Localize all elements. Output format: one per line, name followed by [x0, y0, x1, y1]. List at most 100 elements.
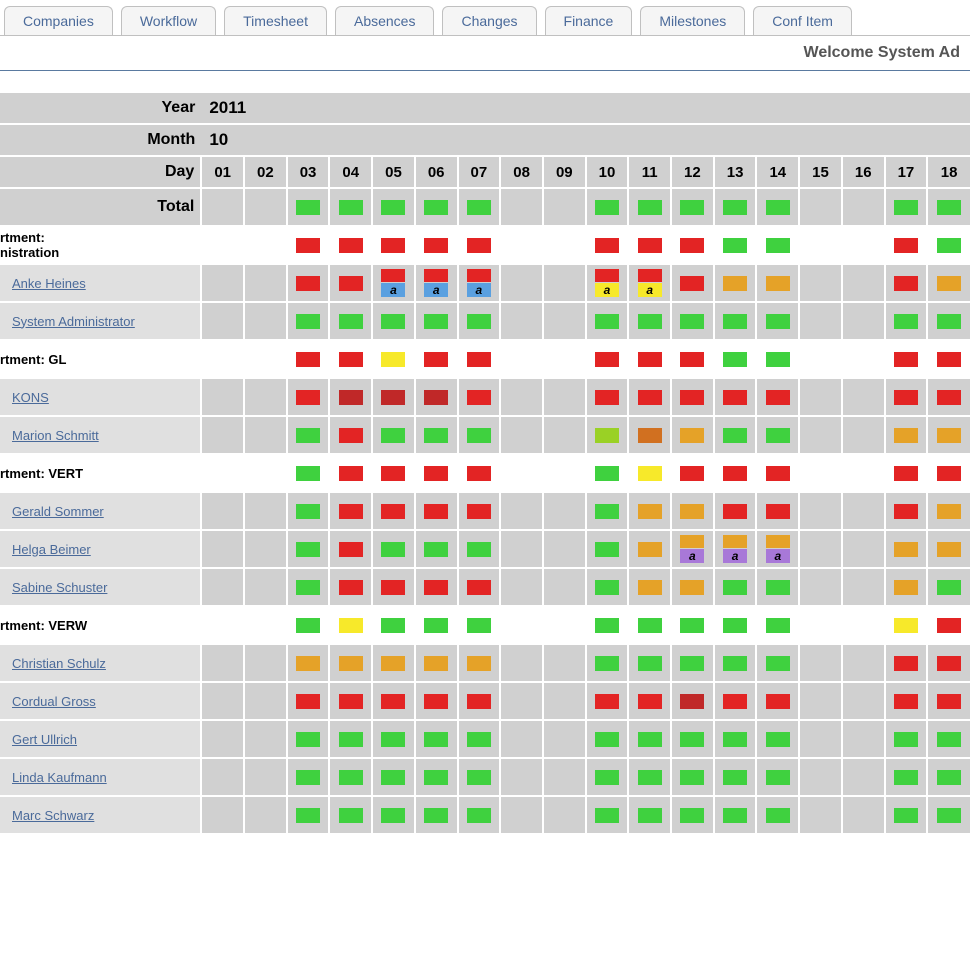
grid-cell — [628, 492, 671, 530]
grid-cell — [287, 492, 330, 530]
grid-cell — [671, 188, 714, 226]
grid-cell — [415, 340, 458, 378]
grid-cell — [842, 720, 885, 758]
grid-cell — [287, 720, 330, 758]
grid-cell — [244, 226, 287, 264]
grid-cell — [714, 568, 757, 606]
user-link[interactable]: Cordual Gross — [12, 694, 96, 709]
status-marker — [894, 390, 918, 405]
grid-cell — [671, 378, 714, 416]
status-marker — [723, 504, 747, 519]
grid-cell — [586, 340, 629, 378]
grid-cell — [628, 302, 671, 340]
user-link[interactable]: Christian Schulz — [12, 656, 106, 671]
grid-cell — [714, 644, 757, 682]
department-label: rtment: VERW — [0, 606, 201, 644]
status-marker — [296, 428, 320, 443]
grid-cell — [756, 188, 799, 226]
status-marker — [296, 694, 320, 709]
grid-cell — [244, 606, 287, 644]
status-marker — [296, 276, 320, 291]
grid-cell — [927, 796, 970, 834]
status-marker — [296, 656, 320, 671]
tab-absences[interactable]: Absences — [335, 6, 434, 35]
user-link[interactable]: KONS — [12, 390, 49, 405]
status-marker — [766, 580, 790, 595]
grid-cell — [329, 226, 372, 264]
grid-cell — [885, 530, 928, 568]
grid-cell — [842, 454, 885, 492]
grid-cell — [543, 416, 586, 454]
user-link[interactable]: System Administrator — [12, 314, 135, 329]
user-link[interactable]: Gert Ullrich — [12, 732, 77, 747]
status-marker — [595, 694, 619, 709]
status-marker — [595, 542, 619, 557]
day-header-18: 18 — [927, 156, 970, 188]
grid-cell — [415, 226, 458, 264]
grid-cell — [287, 340, 330, 378]
tab-finance[interactable]: Finance — [545, 6, 633, 35]
grid-cell — [500, 188, 543, 226]
status-marker — [680, 428, 704, 443]
grid-cell — [885, 568, 928, 606]
status-marker — [766, 314, 790, 329]
grid-cell — [287, 416, 330, 454]
grid-cell — [671, 606, 714, 644]
grid-cell — [628, 720, 671, 758]
user-link[interactable]: Sabine Schuster — [12, 580, 107, 595]
status-marker — [638, 390, 662, 405]
grid-cell — [799, 188, 842, 226]
tab-workflow[interactable]: Workflow — [121, 6, 216, 35]
grid-cell — [927, 264, 970, 302]
grid-cell — [842, 188, 885, 226]
user-link[interactable]: Helga Beimer — [12, 542, 91, 557]
grid-cell — [543, 682, 586, 720]
grid-cell — [287, 264, 330, 302]
status-marker — [723, 390, 747, 405]
grid-cell — [756, 682, 799, 720]
status-marker: a — [638, 283, 662, 297]
status-marker — [296, 238, 320, 253]
grid-cell — [415, 454, 458, 492]
status-marker — [680, 580, 704, 595]
user-link[interactable]: Gerald Sommer — [12, 504, 104, 519]
grid-cell — [329, 340, 372, 378]
day-header-15: 15 — [799, 156, 842, 188]
user-row: Anke Heinesaaaaa — [0, 264, 970, 302]
dept-row: rtment: VERW — [0, 606, 970, 644]
status-marker — [339, 580, 363, 595]
grid-cell — [842, 568, 885, 606]
user-link[interactable]: Anke Heines — [12, 276, 86, 291]
status-marker — [381, 428, 405, 443]
grid-cell — [458, 378, 501, 416]
user-link[interactable]: Linda Kaufmann — [12, 770, 107, 785]
tab-conf-item[interactable]: Conf Item — [753, 6, 852, 35]
tab-milestones[interactable]: Milestones — [640, 6, 745, 35]
grid-cell — [586, 682, 629, 720]
grid-cell — [799, 720, 842, 758]
tab-timesheet[interactable]: Timesheet — [224, 6, 327, 35]
grid-cell — [586, 188, 629, 226]
status-marker — [766, 694, 790, 709]
grid-cell — [329, 188, 372, 226]
tab-changes[interactable]: Changes — [442, 6, 536, 35]
status-marker: a — [595, 283, 619, 297]
grid-cell — [201, 340, 244, 378]
status-marker — [424, 694, 448, 709]
status-marker — [680, 466, 704, 481]
user-link[interactable]: Marion Schmitt — [12, 428, 99, 443]
grid-cell — [671, 758, 714, 796]
status-marker — [680, 808, 704, 823]
grid-cell — [500, 530, 543, 568]
welcome-text: Welcome System Ad — [0, 36, 970, 71]
tab-companies[interactable]: Companies — [4, 6, 113, 35]
grid-cell — [756, 606, 799, 644]
grid-cell — [329, 758, 372, 796]
dept-row: rtment: GL — [0, 340, 970, 378]
status-marker — [638, 352, 662, 367]
user-link[interactable]: Marc Schwarz — [12, 808, 94, 823]
day-header-02: 02 — [244, 156, 287, 188]
status-marker — [339, 542, 363, 557]
grid-cell — [458, 302, 501, 340]
status-marker — [595, 269, 619, 282]
